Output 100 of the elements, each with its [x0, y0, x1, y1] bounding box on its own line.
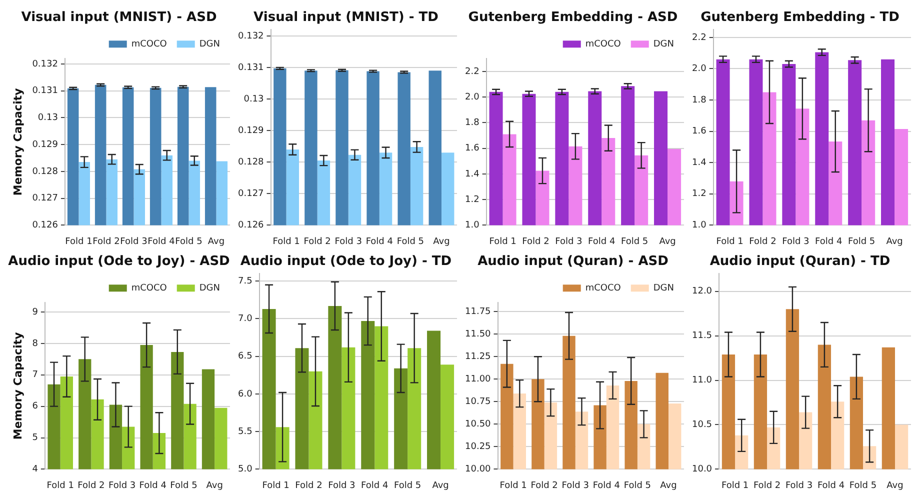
- x-tick-label: Fold 4: [148, 236, 176, 247]
- legend-label: mCOCO: [585, 283, 621, 294]
- x-tick-label: Fold 2: [304, 236, 331, 247]
- y-tick-label: 7: [32, 370, 38, 380]
- y-tick-label: 0.126: [238, 220, 264, 231]
- y-tick-label: 0.127: [32, 194, 58, 204]
- x-tick-label: Avg: [886, 236, 903, 247]
- y-tick-label: 0.129: [238, 126, 264, 136]
- x-tick-label: Fold 3: [782, 236, 810, 247]
- x-tick-label: Fold 2: [295, 480, 322, 491]
- y-tick-label: 1.4: [692, 158, 707, 168]
- x-tick-label: Fold 4: [815, 236, 842, 247]
- chart-title: Gutenberg Embedding - ASD: [468, 10, 678, 26]
- y-tick-label: 1.0: [692, 220, 707, 231]
- x-tick-label: Fold 2: [78, 480, 105, 491]
- y-tick-label: 10.50: [465, 420, 492, 430]
- x-tick-label: Fold 5: [396, 236, 424, 247]
- x-tick-label: Fold 5: [620, 236, 648, 247]
- y-tick-label: 12.0: [692, 286, 712, 297]
- x-tick-label: Avg: [433, 236, 450, 247]
- y-tick-label: 1.4: [464, 169, 480, 180]
- chart-title: Audio input (Ode to Joy) - TD: [240, 254, 452, 270]
- x-tick-label: Avg: [660, 480, 677, 491]
- legend-label: mCOCO: [131, 283, 167, 294]
- y-tick-label: 1.6: [692, 126, 707, 137]
- y-tick-label: 2.0: [692, 64, 707, 74]
- x-tick-label: Fold 3: [120, 236, 148, 247]
- chart-title: Audio input (Quran) - TD: [710, 254, 890, 270]
- y-tick-label: 10.00: [465, 464, 492, 475]
- x-tick-label: Avg: [659, 236, 676, 247]
- x-tick-label: Avg: [208, 236, 225, 247]
- y-tick-label: 2.0: [464, 92, 480, 102]
- y-tick-label: 1.8: [464, 118, 480, 128]
- x-tick-label: Fold 3: [785, 480, 813, 491]
- x-tick-label: Fold 5: [175, 236, 202, 247]
- x-tick-label: Fold 4: [592, 480, 620, 491]
- y-tick-label: 9: [32, 307, 38, 318]
- y-tick-label: 1.2: [464, 194, 480, 205]
- x-tick-label: Fold 2: [522, 236, 550, 247]
- y-tick-label: 8: [32, 338, 38, 349]
- x-tick-label: Fold 2: [749, 236, 776, 247]
- x-tick-label: Avg: [432, 480, 449, 491]
- legend-label: mCOCO: [585, 39, 621, 50]
- y-tick-label: 7.5: [238, 276, 252, 286]
- x-tick-label: Fold 1: [272, 236, 300, 247]
- y-tick-label: 11.5: [692, 331, 712, 342]
- x-tick-label: Avg: [206, 480, 223, 491]
- x-tick-label: Fold 4: [361, 480, 388, 491]
- y-tick-label: 7.0: [238, 314, 253, 324]
- y-tick-label: 1.8: [692, 95, 707, 106]
- y-tick-label: 2.2: [464, 66, 480, 77]
- x-tick-label: Fold 5: [170, 480, 198, 491]
- chart-title: Visual input (MNIST) - TD: [254, 10, 439, 26]
- y-tick-label: 6.0: [238, 389, 253, 400]
- y-tick-label: 6.5: [238, 352, 252, 362]
- legend-label: DGN: [199, 283, 220, 294]
- legend-label: mCOCO: [131, 39, 167, 50]
- x-tick-label: Fold 1: [262, 480, 290, 491]
- x-tick-label: Fold 3: [555, 236, 582, 247]
- y-tick-label: 0.132: [32, 59, 58, 70]
- y-tick-label: 1.6: [464, 144, 480, 154]
- y-tick-label: 0.13: [244, 94, 264, 104]
- y-tick-label: 1.0: [464, 220, 480, 231]
- y-tick-label: 0.128: [32, 166, 58, 177]
- y-axis-title: Memory Capacity: [11, 332, 24, 440]
- y-tick-label: 11.50: [465, 329, 492, 340]
- x-tick-label: Fold 3: [328, 480, 356, 491]
- y-tick-label: 6: [32, 402, 38, 412]
- y-tick-label: 4: [32, 464, 38, 475]
- x-tick-label: Fold 1: [65, 236, 92, 247]
- y-tick-label: 0.128: [238, 157, 264, 168]
- y-axis-title: Memory Capacity: [11, 88, 24, 196]
- chart-title: Visual input (MNIST) - ASD: [21, 10, 217, 26]
- y-tick-label: 5.5: [238, 426, 252, 437]
- x-tick-label: Fold 1: [489, 236, 516, 247]
- y-tick-label: 2.2: [692, 32, 706, 43]
- x-tick-label: Fold 1: [46, 480, 74, 491]
- x-tick-label: Fold 1: [500, 480, 527, 491]
- x-tick-label: Fold 3: [562, 480, 589, 491]
- y-tick-label: 11.25: [465, 352, 491, 362]
- y-tick-label: 0.126: [32, 220, 58, 231]
- x-tick-label: Fold 5: [394, 480, 422, 491]
- y-tick-label: 0.132: [238, 31, 264, 42]
- x-tick-label: Fold 4: [588, 236, 616, 247]
- y-tick-label: 5: [32, 433, 38, 444]
- chart-title: Gutenberg Embedding - TD: [700, 10, 900, 26]
- x-tick-label: Fold 5: [849, 480, 877, 491]
- y-tick-label: 0.127: [238, 188, 264, 199]
- x-tick-label: Fold 3: [334, 236, 362, 247]
- y-tick-label: 1.2: [692, 189, 706, 200]
- y-tick-label: 11.75: [465, 306, 491, 317]
- chart-title: Audio input (Ode to Joy) - ASD: [8, 254, 230, 270]
- legend-label: DGN: [653, 39, 674, 50]
- y-tick-label: 0.13: [38, 113, 58, 124]
- y-tick-label: 10.0: [692, 464, 712, 475]
- legend-label: DGN: [199, 39, 220, 50]
- x-tick-label: Fold 3: [108, 480, 136, 491]
- chart-title: Audio input (Quran) - ASD: [478, 254, 669, 270]
- y-tick-label: 11.00: [465, 374, 492, 384]
- x-tick-label: Fold 4: [366, 236, 394, 247]
